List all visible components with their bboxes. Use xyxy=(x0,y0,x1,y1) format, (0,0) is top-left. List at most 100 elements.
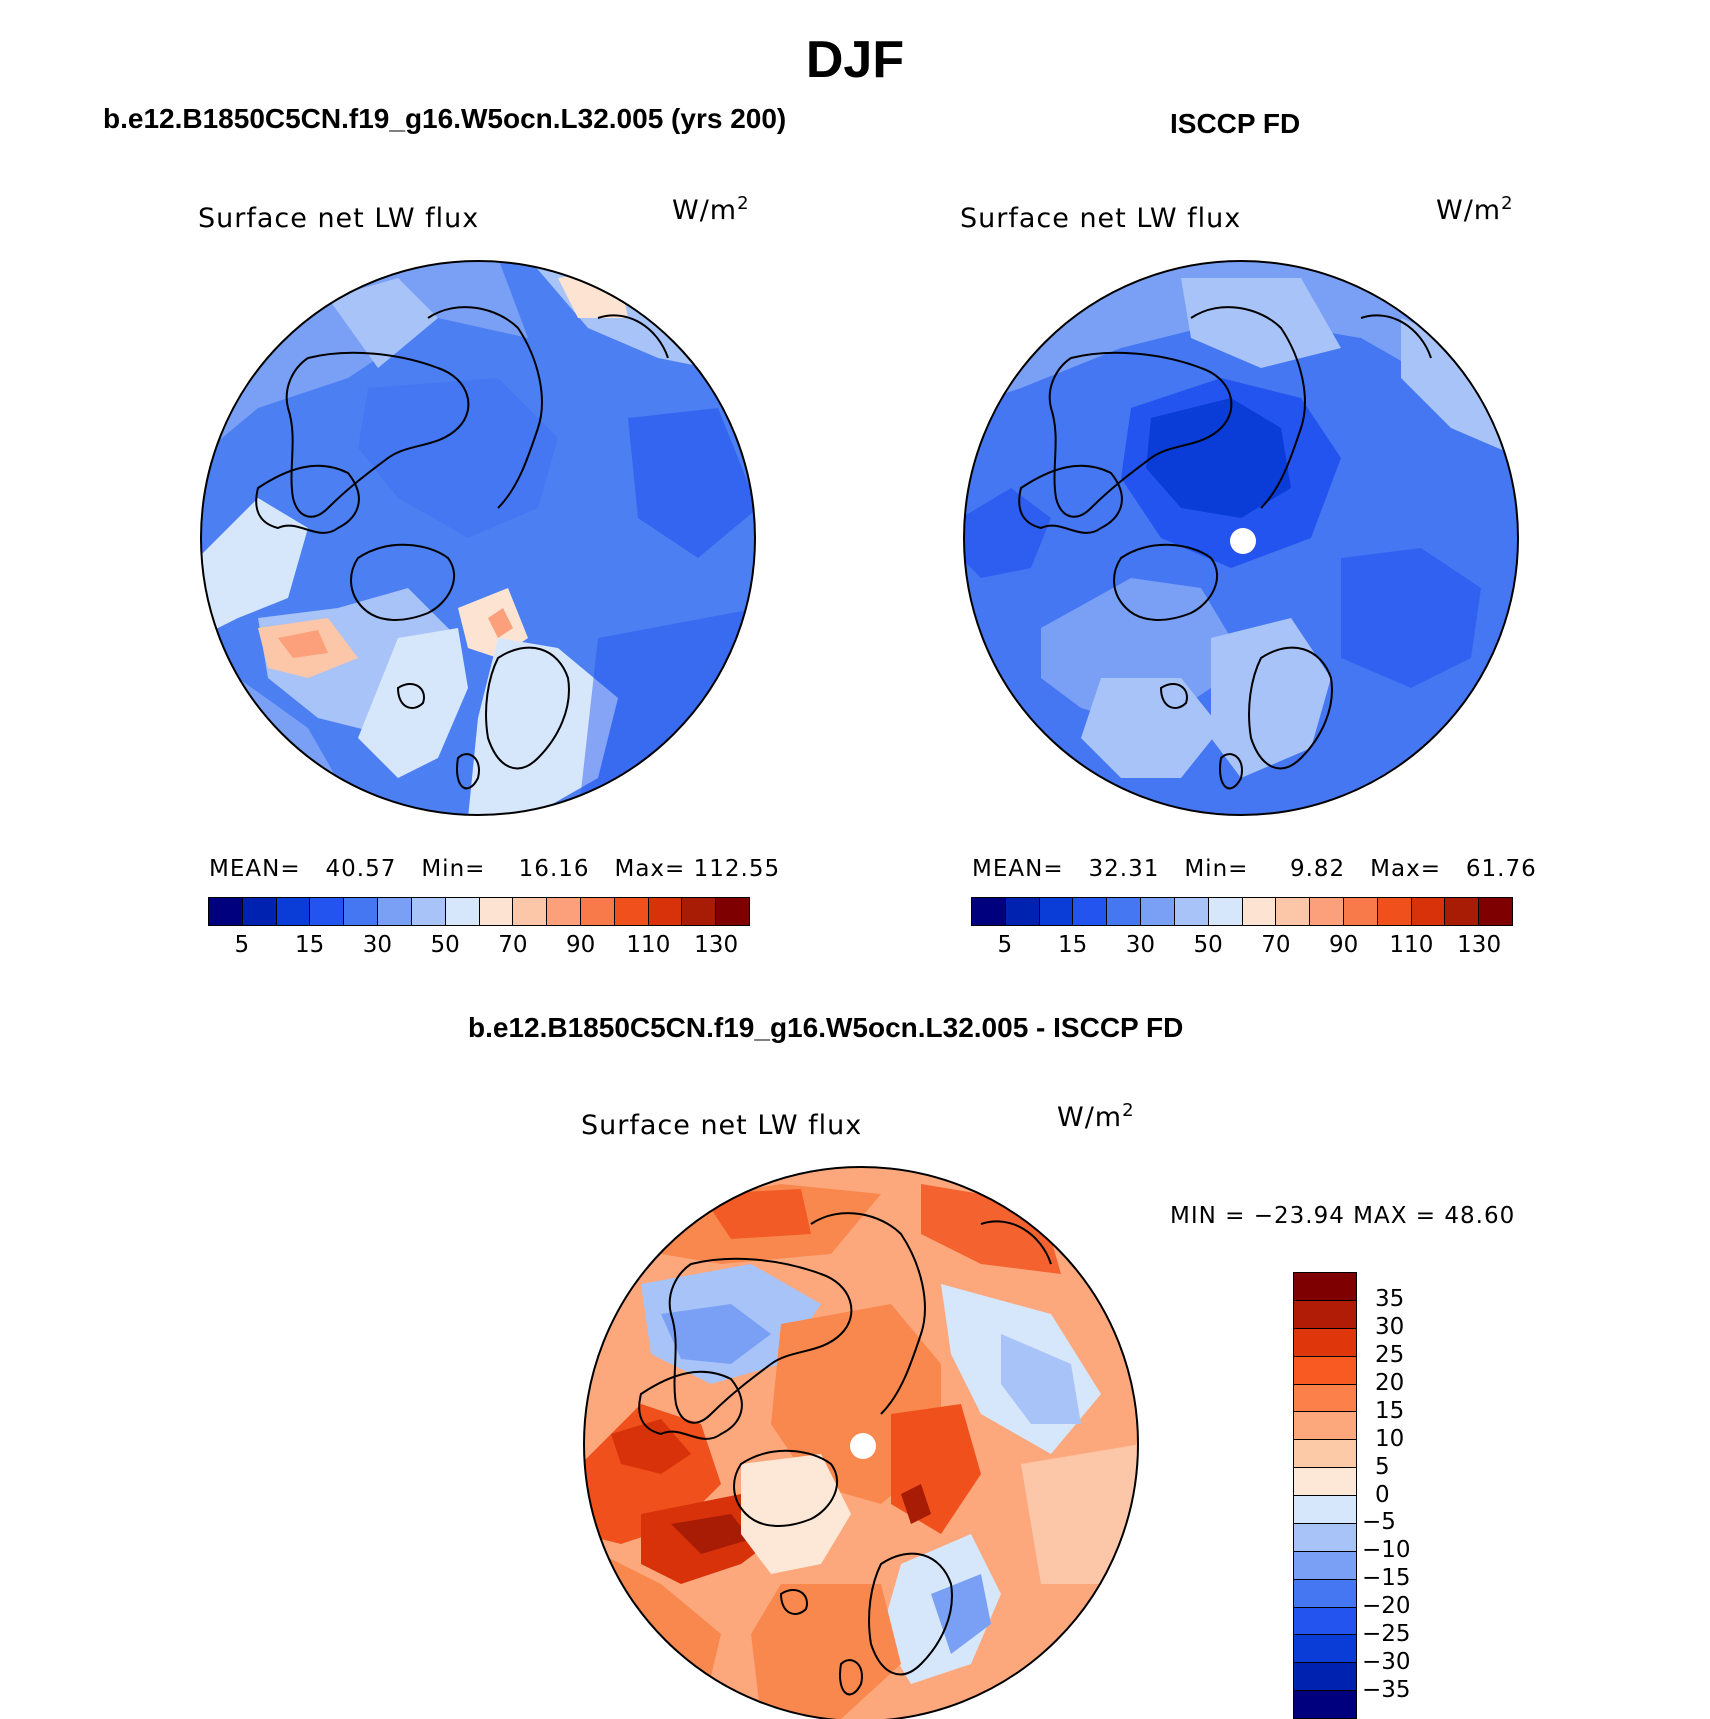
colorbar-swatch xyxy=(1294,1384,1356,1413)
colorbar-tick-label: 90 xyxy=(565,932,596,958)
colorbar-swatch xyxy=(1294,1523,1356,1552)
panel1-units: W/m2 xyxy=(672,193,750,226)
colorbar-tick-label: 15 xyxy=(294,932,325,958)
colorbar-swatch xyxy=(1294,1635,1356,1664)
colorbar-swatch xyxy=(614,898,649,925)
panel1-colorbar-ticks: 5 15 30 50 70 90 110 130 xyxy=(208,928,750,962)
diff-colorbar xyxy=(1293,1272,1357,1719)
diff-variable-label: Surface net LW flux xyxy=(581,1110,863,1141)
colorbar-tick-label: −15 xyxy=(1362,1565,1411,1592)
panel2-colorbar-ticks: 5 15 30 50 70 90 110 130 xyxy=(971,928,1513,962)
colorbar-swatch xyxy=(1294,1273,1356,1301)
colorbar-swatch xyxy=(1310,898,1344,925)
diff-polar-map xyxy=(583,1166,1139,1719)
colorbar-swatch xyxy=(1445,898,1480,925)
colorbar-swatch xyxy=(378,898,412,925)
panel2-units: W/m2 xyxy=(1436,193,1514,226)
colorbar-swatch xyxy=(716,898,749,925)
colorbar-swatch xyxy=(1141,898,1175,925)
colorbar-swatch xyxy=(310,898,345,925)
colorbar-tick-label: 15 xyxy=(1057,932,1088,958)
colorbar-tick-label: 5 xyxy=(997,932,1013,958)
colorbar-tick-label: 20 xyxy=(1375,1369,1405,1396)
colorbar-swatch xyxy=(547,898,581,925)
colorbar-tick-label: 35 xyxy=(1375,1285,1405,1312)
colorbar-swatch xyxy=(1174,898,1209,925)
colorbar-swatch xyxy=(1294,1691,1356,1718)
colorbar-tick-label: 70 xyxy=(1261,932,1291,958)
colorbar-swatch xyxy=(1039,898,1074,925)
colorbar-swatch xyxy=(276,898,311,925)
colorbar-swatch xyxy=(513,898,548,925)
colorbar-swatch xyxy=(479,898,514,925)
panel2-variable-label: Surface net LW flux xyxy=(960,203,1242,234)
figure-title: DJF xyxy=(805,31,905,89)
colorbar-swatch xyxy=(344,898,379,925)
colorbar-swatch xyxy=(1411,898,1446,925)
colorbar-swatch xyxy=(1294,1496,1356,1524)
colorbar-tick-label: 130 xyxy=(1457,932,1502,958)
colorbar-tick-label: −5 xyxy=(1362,1509,1396,1536)
colorbar-tick-label: 25 xyxy=(1375,1341,1405,1368)
panel2-polar-map xyxy=(963,260,1519,816)
colorbar-tick-label: 50 xyxy=(1193,932,1223,958)
panel2-case-title: ISCCP FD xyxy=(1170,108,1301,139)
colorbar-tick-label: 110 xyxy=(1389,932,1434,958)
panel1-polar-map xyxy=(200,260,756,816)
diff-colorbar-ticks: 35 30 25 20 15 10 5 0 −5 −10 −15 −20 −25 −30 −35 xyxy=(1362,1272,1452,1719)
colorbar-swatch xyxy=(1294,1551,1356,1580)
colorbar-tick-label: 90 xyxy=(1328,932,1359,958)
colorbar-swatch xyxy=(1276,898,1311,925)
colorbar-swatch xyxy=(242,898,277,925)
colorbar-swatch xyxy=(1294,1440,1356,1469)
colorbar-swatch xyxy=(1294,1663,1356,1692)
colorbar-swatch xyxy=(1242,898,1277,925)
colorbar-swatch xyxy=(1208,898,1243,925)
colorbar-swatch xyxy=(1294,1328,1356,1357)
colorbar-swatch xyxy=(972,898,1006,925)
colorbar-tick-label: 0 xyxy=(1375,1481,1390,1508)
colorbar-tick-label: 70 xyxy=(498,932,528,958)
panel2-colorbar xyxy=(971,897,1513,926)
colorbar-swatch xyxy=(1294,1412,1356,1441)
colorbar-tick-label: 30 xyxy=(1125,932,1156,958)
panel1-stats: MEAN= 40.57 Min= 16.16 Max= 112.55 xyxy=(209,856,781,882)
colorbar-tick-label: −25 xyxy=(1362,1621,1411,1648)
panel1-variable-label: Surface net LW flux xyxy=(198,203,480,234)
colorbar-swatch xyxy=(1294,1356,1356,1385)
colorbar-swatch xyxy=(1294,1607,1356,1636)
colorbar-swatch xyxy=(1294,1300,1356,1329)
colorbar-tick-label: 30 xyxy=(362,932,393,958)
panel2-stats: MEAN= 32.31 Min= 9.82 Max= 61.76 xyxy=(972,856,1537,882)
colorbar-swatch xyxy=(580,898,615,925)
colorbar-tick-label: 110 xyxy=(626,932,671,958)
colorbar-swatch xyxy=(1343,898,1378,925)
colorbar-swatch xyxy=(1294,1579,1356,1608)
colorbar-tick-label: −20 xyxy=(1362,1593,1411,1620)
colorbar-tick-label: −35 xyxy=(1362,1677,1411,1704)
colorbar-tick-label: −30 xyxy=(1362,1649,1411,1676)
colorbar-swatch xyxy=(682,898,717,925)
diff-units: W/m2 xyxy=(1057,1100,1135,1133)
colorbar-swatch xyxy=(648,898,683,925)
panel1-case-title: b.e12.B1850C5CN.f19_g16.W5ocn.L32.005 (y… xyxy=(103,103,787,134)
colorbar-swatch xyxy=(1107,898,1142,925)
colorbar-swatch xyxy=(411,898,446,925)
diff-minmax: MIN = −23.94 MAX = 48.60 xyxy=(1170,1203,1516,1229)
colorbar-tick-label: 10 xyxy=(1375,1425,1405,1452)
colorbar-tick-label: 5 xyxy=(1375,1453,1390,1480)
colorbar-tick-label: 5 xyxy=(234,932,250,958)
colorbar-tick-label: 50 xyxy=(430,932,460,958)
colorbar-tick-label: 30 xyxy=(1375,1313,1405,1340)
colorbar-swatch xyxy=(209,898,243,925)
colorbar-tick-label: −10 xyxy=(1362,1537,1411,1564)
colorbar-tick-label: 15 xyxy=(1375,1397,1405,1424)
panel1-colorbar xyxy=(208,897,750,926)
colorbar-swatch xyxy=(445,898,480,925)
colorbar-swatch xyxy=(1479,898,1512,925)
colorbar-tick-label: 130 xyxy=(694,932,739,958)
colorbar-swatch xyxy=(1073,898,1108,925)
colorbar-swatch xyxy=(1377,898,1412,925)
diff-case-title: b.e12.B1850C5CN.f19_g16.W5ocn.L32.005 - … xyxy=(468,1012,1184,1043)
colorbar-swatch xyxy=(1005,898,1040,925)
